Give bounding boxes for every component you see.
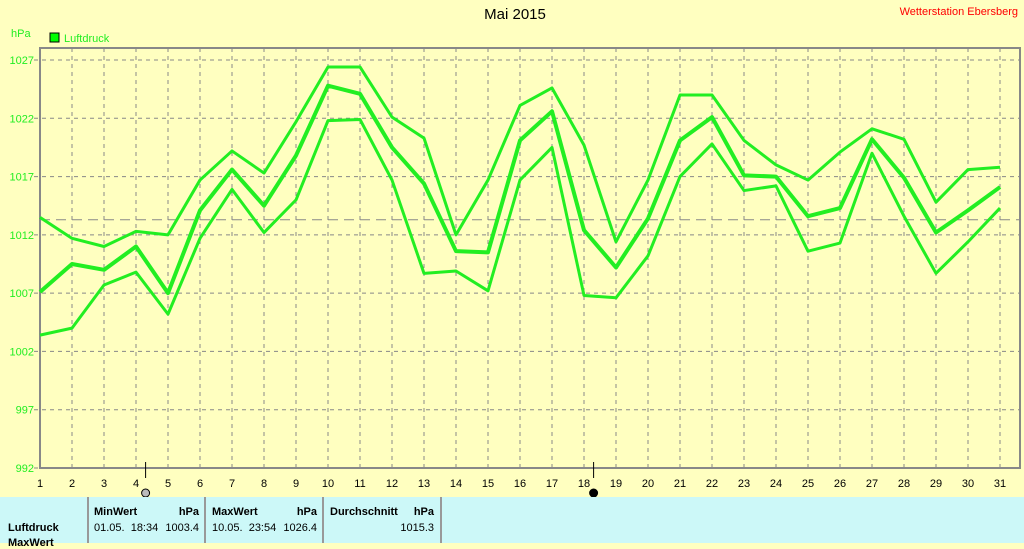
row2-label: MaxWert [8,537,54,549]
legend-swatch [49,32,60,43]
max-time: 10.05. 23:54 [212,522,277,534]
series-line-0 [39,65,1001,249]
x-tick-label: 14 [450,478,462,490]
x-tick-label: 7 [229,478,235,490]
avg-header: Durchschnitt [330,506,398,518]
x-tick-label: 11 [354,478,365,490]
x-tick-label: 6 [197,478,203,490]
max-column: MaxWert hPa 10.05. 23:54 1026.4 [206,497,324,543]
y-axis-label: hPa [11,28,31,40]
x-tick-label: 29 [930,478,942,490]
avg-value: 1015.3 [400,522,434,534]
y-tick-label: 1007 [10,288,34,300]
x-tick-label: 17 [546,478,558,490]
y-tick-label: 1027 [10,55,34,67]
label-column: Luftdruck MaxWert [0,497,89,549]
station-name: Wetterstation Ebersberg [899,6,1018,18]
x-tick-label: 23 [738,478,750,490]
x-tick-label: 9 [293,478,299,490]
y-tick-label: 1012 [10,230,34,242]
x-tick-label: 10 [322,478,334,490]
max-value: 1026.4 [283,522,317,534]
y-tick-label: 992 [16,463,34,475]
day-marker-dot [589,488,599,497]
x-tick-label: 20 [642,478,654,490]
x-tick-label: 3 [101,478,107,490]
x-tick-label: 13 [418,478,430,490]
series-line-1 [38,83,1002,296]
day-marker-dot [141,488,151,497]
min-column: MinWert hPa 01.05. 18:34 1003.4 [89,497,206,543]
row-label: Luftdruck [8,522,59,534]
legend-label: Luftdruck [64,33,110,45]
chart-title: Mai 2015 [484,6,546,23]
x-tick-label: 27 [866,478,878,490]
y-tick-label: 1017 [10,172,34,184]
min-header: MinWert [94,506,138,518]
x-tick-label: 2 [69,478,75,490]
x-tick-label: 30 [962,478,974,490]
x-tick-label: 18 [578,478,590,490]
x-tick-label: 16 [514,478,526,490]
x-tick-label: 15 [482,478,494,490]
max-unit: hPa [296,506,317,518]
y-tick-label: 1022 [10,113,34,125]
x-tick-label: 24 [770,478,782,490]
min-unit: hPa [178,506,199,518]
min-time: 01.05. 18:34 [94,522,159,534]
y-tick-label: 1002 [10,346,34,358]
avg-column: Durchschnitt hPa 1015.3 [324,497,442,543]
x-tick-label: 28 [898,478,910,490]
stats-table: Luftdruck MaxWert MinWert hPa 01.05. 18:… [0,497,1024,549]
x-tick-label: 25 [802,478,814,490]
x-tick-label: 31 [994,478,1006,490]
max-header: MaxWert [212,506,258,518]
x-tick-label: 1 [37,478,43,490]
avg-unit: hPa [413,506,434,518]
series-line-2 [39,117,1002,337]
x-tick-label: 5 [165,478,171,490]
min-value: 1003.4 [165,522,199,534]
x-tick-label: 12 [386,478,398,490]
x-tick-label: 22 [706,478,718,490]
plot-frame [39,47,1021,469]
x-tick-label: 26 [834,478,846,490]
x-tick-label: 21 [674,478,686,490]
x-tick-label: 4 [133,478,139,490]
y-tick-label: 997 [16,405,34,417]
x-tick-label: 19 [610,478,622,490]
x-tick-label: 8 [261,478,267,490]
